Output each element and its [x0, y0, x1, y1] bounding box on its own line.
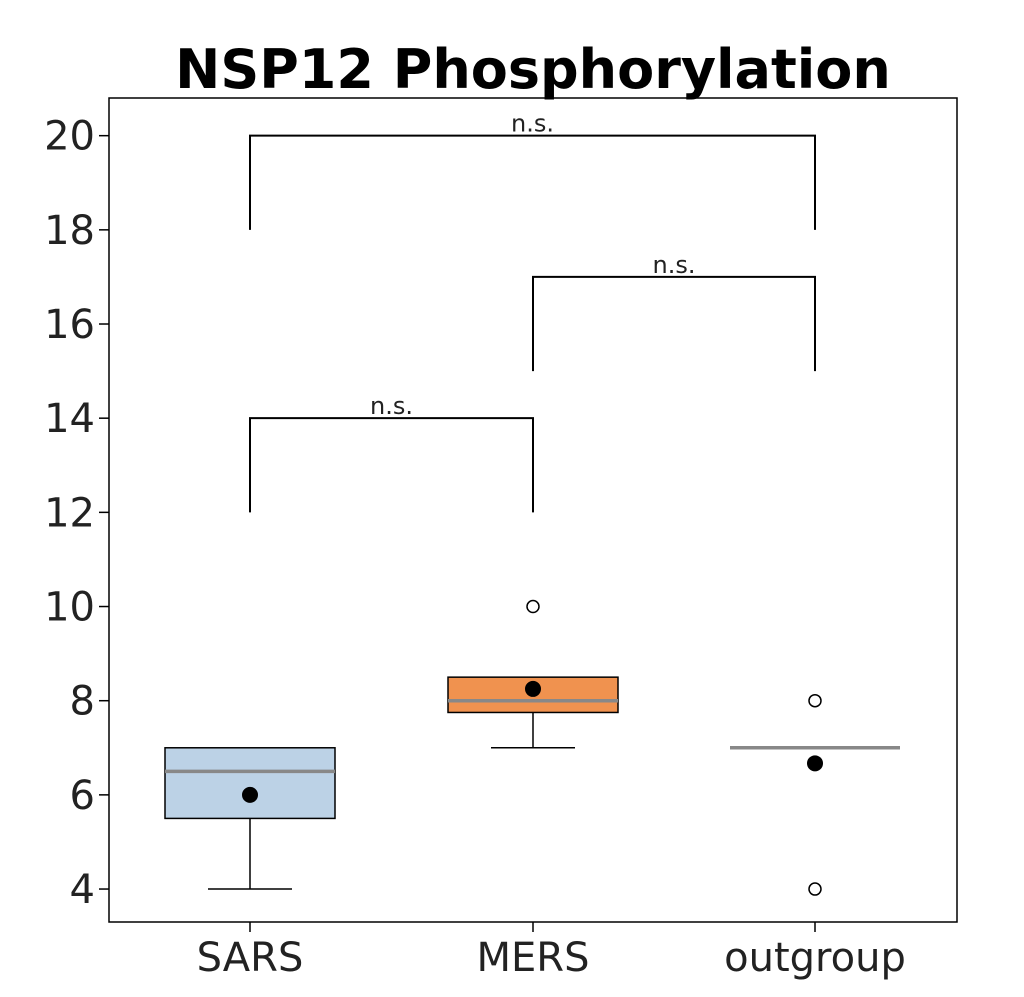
bracket-line — [532, 275, 816, 372]
x-tick-label: MERS — [477, 935, 590, 981]
significance-bracket: n.s. — [532, 251, 816, 372]
y-tick-label: 6 — [70, 773, 95, 819]
y-tick-label: 4 — [70, 867, 95, 913]
y-tick-label: 16 — [44, 302, 95, 348]
bracket-line — [249, 417, 534, 513]
mean-point — [807, 755, 823, 772]
significance-bracket: n.s. — [249, 110, 816, 230]
box-sars — [164, 747, 336, 890]
chart-title: NSP12 Phosphorylation — [175, 38, 891, 101]
outlier-point — [526, 599, 540, 614]
bracket-line — [249, 134, 816, 230]
y-tick-label: 8 — [70, 679, 95, 725]
outlier-point — [808, 693, 822, 708]
outlier-point — [808, 882, 822, 896]
x-tick-label: outgroup — [724, 935, 906, 981]
box-body — [164, 747, 336, 820]
y-tick-label: 12 — [44, 490, 95, 536]
box-outgroup — [730, 693, 900, 896]
significance-label: n.s. — [511, 110, 554, 138]
significance-label: n.s. — [370, 392, 413, 420]
significance-bracket: n.s. — [249, 392, 534, 513]
mean-point — [525, 680, 541, 697]
y-tick-label: 10 — [44, 585, 95, 631]
x-tick-label: SARS — [197, 935, 304, 981]
mean-point — [242, 786, 258, 803]
y-tick-label: 14 — [44, 396, 95, 442]
y-tick-label: 18 — [44, 208, 95, 254]
significance-label: n.s. — [653, 251, 696, 279]
y-tick-label: 20 — [44, 114, 95, 160]
box-mers — [447, 599, 619, 749]
plot-area: n.s. n.s. n.s. — [164, 110, 900, 896]
